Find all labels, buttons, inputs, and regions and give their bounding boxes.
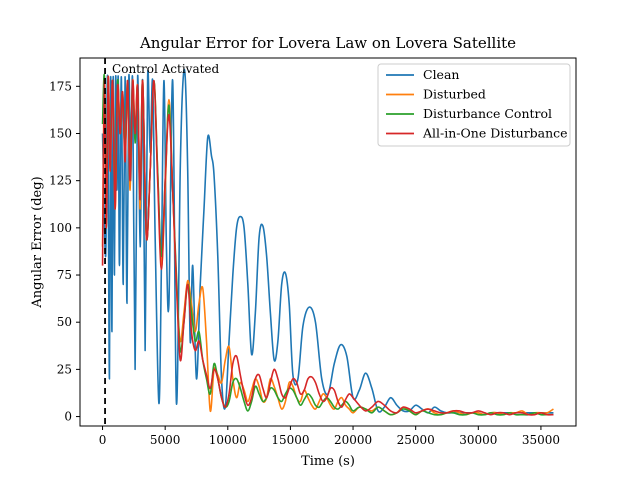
x-tick-label: 5000 <box>150 433 181 447</box>
series-line-all-in-one-disturbance <box>101 76 554 416</box>
legend-label-disturbance-control: Disturbance Control <box>423 106 552 121</box>
y-tick-label: 150 <box>49 126 72 140</box>
x-tick-label: 30000 <box>459 433 497 447</box>
legend-label-clean: Clean <box>423 67 459 82</box>
x-axis: 0 5000 10000 15000 20000 25000 30000 35000 <box>99 426 560 447</box>
y-tick-label: 125 <box>49 174 72 188</box>
y-tick-label: 25 <box>57 362 72 376</box>
x-axis-title: Time (s) <box>301 454 355 469</box>
y-tick-label: 0 <box>64 410 72 424</box>
series-layer <box>101 68 554 416</box>
plot-frame <box>79 57 577 427</box>
y-tick-label: 175 <box>49 79 72 93</box>
y-axis: 0 25 50 75 100 125 150 175 <box>49 79 80 424</box>
legend-box <box>377 63 571 147</box>
x-tick-label: 20000 <box>334 433 372 447</box>
legend-label-all-in-one-disturbance: All-in-One Disturbance <box>422 126 568 141</box>
x-tick-label: 10000 <box>209 433 247 447</box>
y-axis-title: Angular Error (deg) <box>30 176 45 308</box>
x-tick-label: 25000 <box>397 433 435 447</box>
x-tick-label: 15000 <box>271 433 309 447</box>
x-tick-label: 35000 <box>522 433 560 447</box>
control-activated-label: Control Activated <box>112 62 219 76</box>
y-tick-label: 75 <box>57 268 72 282</box>
chart-title: Angular Error for Lovera Law on Lovera S… <box>139 34 516 52</box>
x-tick-label: 0 <box>99 433 107 447</box>
y-tick-label: 50 <box>57 315 72 329</box>
annotation-layer: Control Activated <box>104 58 220 426</box>
legend-label-disturbed: Disturbed <box>423 87 486 102</box>
legend: Clean Disturbed Disturbance Control All-in-… <box>377 63 571 147</box>
y-tick-label: 100 <box>49 221 72 235</box>
